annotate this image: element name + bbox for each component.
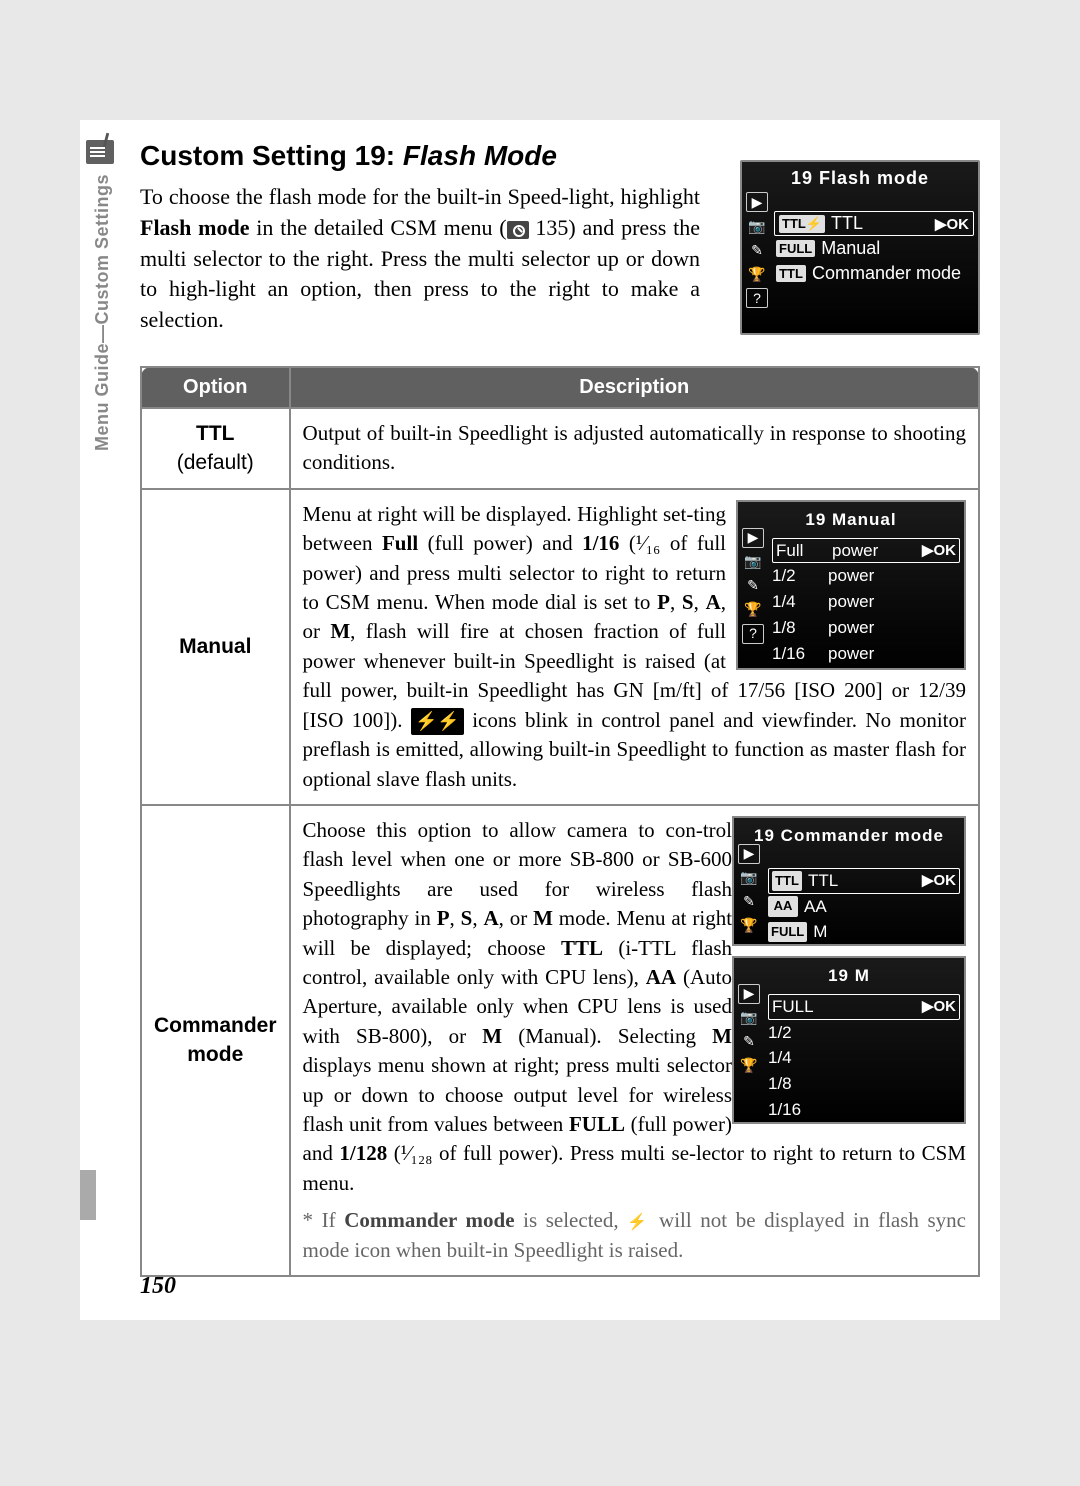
lcd-item-commander: TTL Commander mode	[776, 261, 974, 286]
option-commander: Commander mode	[141, 805, 290, 1276]
notes-icon	[86, 140, 114, 164]
commander-note: * If Commander mode is selected, ⚡ will …	[303, 1206, 966, 1265]
page-number: 150	[140, 1273, 176, 1300]
play-icon: ▶	[738, 984, 760, 1004]
col-option: Option	[141, 367, 290, 408]
trophy-icon: 🏆	[738, 916, 760, 936]
trophy-icon: 🏆	[742, 600, 764, 620]
table-row-commander: Commander mode 19 Commander mode ▶ 📷 ✎ 🏆	[141, 805, 979, 1276]
down-page-icon	[934, 1127, 960, 1151]
option-manual: Manual	[141, 489, 290, 805]
desc-commander: 19 Commander mode ▶ 📷 ✎ 🏆 TTLTTL▶OK AAAA…	[290, 805, 979, 1276]
option-ttl: TTL (default)	[141, 408, 290, 489]
table-row-ttl: TTL (default) Output of built-in Speedli…	[141, 408, 979, 489]
play-icon: ▶	[746, 192, 768, 212]
pencil-icon: ✎	[738, 892, 760, 912]
options-table: Option Description TTL (default) Output …	[140, 366, 980, 1277]
flash-blink-icon: ⚡⚡	[411, 708, 464, 735]
desc-ttl: Output of built-in Speedlight is adjuste…	[290, 408, 979, 489]
camera-icon: 📷	[738, 868, 760, 888]
manual-page: Menu Guide—Custom Settings Custom Settin…	[80, 120, 1000, 1320]
table-row-manual: Manual 19 Manual ▶ 📷 ✎ 🏆 ? Fullpower▶OK …	[141, 489, 979, 805]
lcd-side-icons: ▶ 📷 ✎ 🏆 ?	[746, 192, 774, 308]
lcd-menu-items: TTL⚡ TTL ▶OK FULL Manual TTL Commander m…	[776, 211, 974, 286]
play-icon: ▶	[742, 528, 764, 548]
pencil-icon: ✎	[742, 576, 764, 596]
heading-prefix: Custom Setting 19:	[140, 140, 395, 171]
lcd-flash-mode: 19 Flash mode ▶ 📷 ✎ 🏆 ? TTL⚡ TTL ▶OK FUL…	[740, 160, 980, 335]
lcd-commander-1: 19 Commander mode ▶ 📷 ✎ 🏆 TTLTTL▶OK AAAA…	[732, 816, 966, 946]
page-ref-icon	[507, 221, 529, 239]
lcd-rows: Fullpower▶OK 1/2power 1/4power 1/8power …	[772, 538, 960, 667]
camera-icon: 📷	[742, 552, 764, 572]
table-header-row: Option Description	[141, 367, 979, 408]
page-edge-tab	[80, 1170, 96, 1220]
side-tab-label: Menu Guide—Custom Settings	[92, 174, 113, 451]
lcd-manual: 19 Manual ▶ 📷 ✎ 🏆 ? Fullpower▶OK 1/2powe…	[736, 500, 966, 670]
help-icon: ?	[742, 624, 764, 644]
play-icon: ▶	[738, 844, 760, 864]
camera-icon: 📷	[738, 1008, 760, 1028]
lcd-item-ttl: TTL⚡ TTL ▶OK	[774, 211, 974, 236]
lcd-title: 19 Flash mode	[746, 166, 974, 195]
col-description: Description	[290, 367, 979, 408]
lcd-commander-2: 19 M ▶ 📷 ✎ 🏆 FULL▶OK 1/2 1/4 1/8	[732, 956, 966, 1124]
lcd-item-manual: FULL Manual	[776, 236, 974, 261]
intro-text: To choose the flash mode for the built-i…	[140, 182, 700, 336]
help-icon: ?	[746, 288, 768, 308]
heading-title: Flash Mode	[403, 140, 557, 171]
trophy-icon: 🏆	[738, 1056, 760, 1076]
desc-manual: 19 Manual ▶ 📷 ✎ 🏆 ? Fullpower▶OK 1/2powe…	[290, 489, 979, 805]
camera-icon: 📷	[746, 216, 768, 236]
lcd-side-icons: ▶ 📷 ✎ 🏆 ?	[742, 528, 770, 644]
pencil-icon: ✎	[746, 240, 768, 260]
flash-icon: ⚡	[627, 1214, 650, 1231]
side-tab: Menu Guide—Custom Settings	[80, 140, 130, 640]
trophy-icon: 🏆	[746, 264, 768, 284]
pencil-icon: ✎	[738, 1032, 760, 1052]
